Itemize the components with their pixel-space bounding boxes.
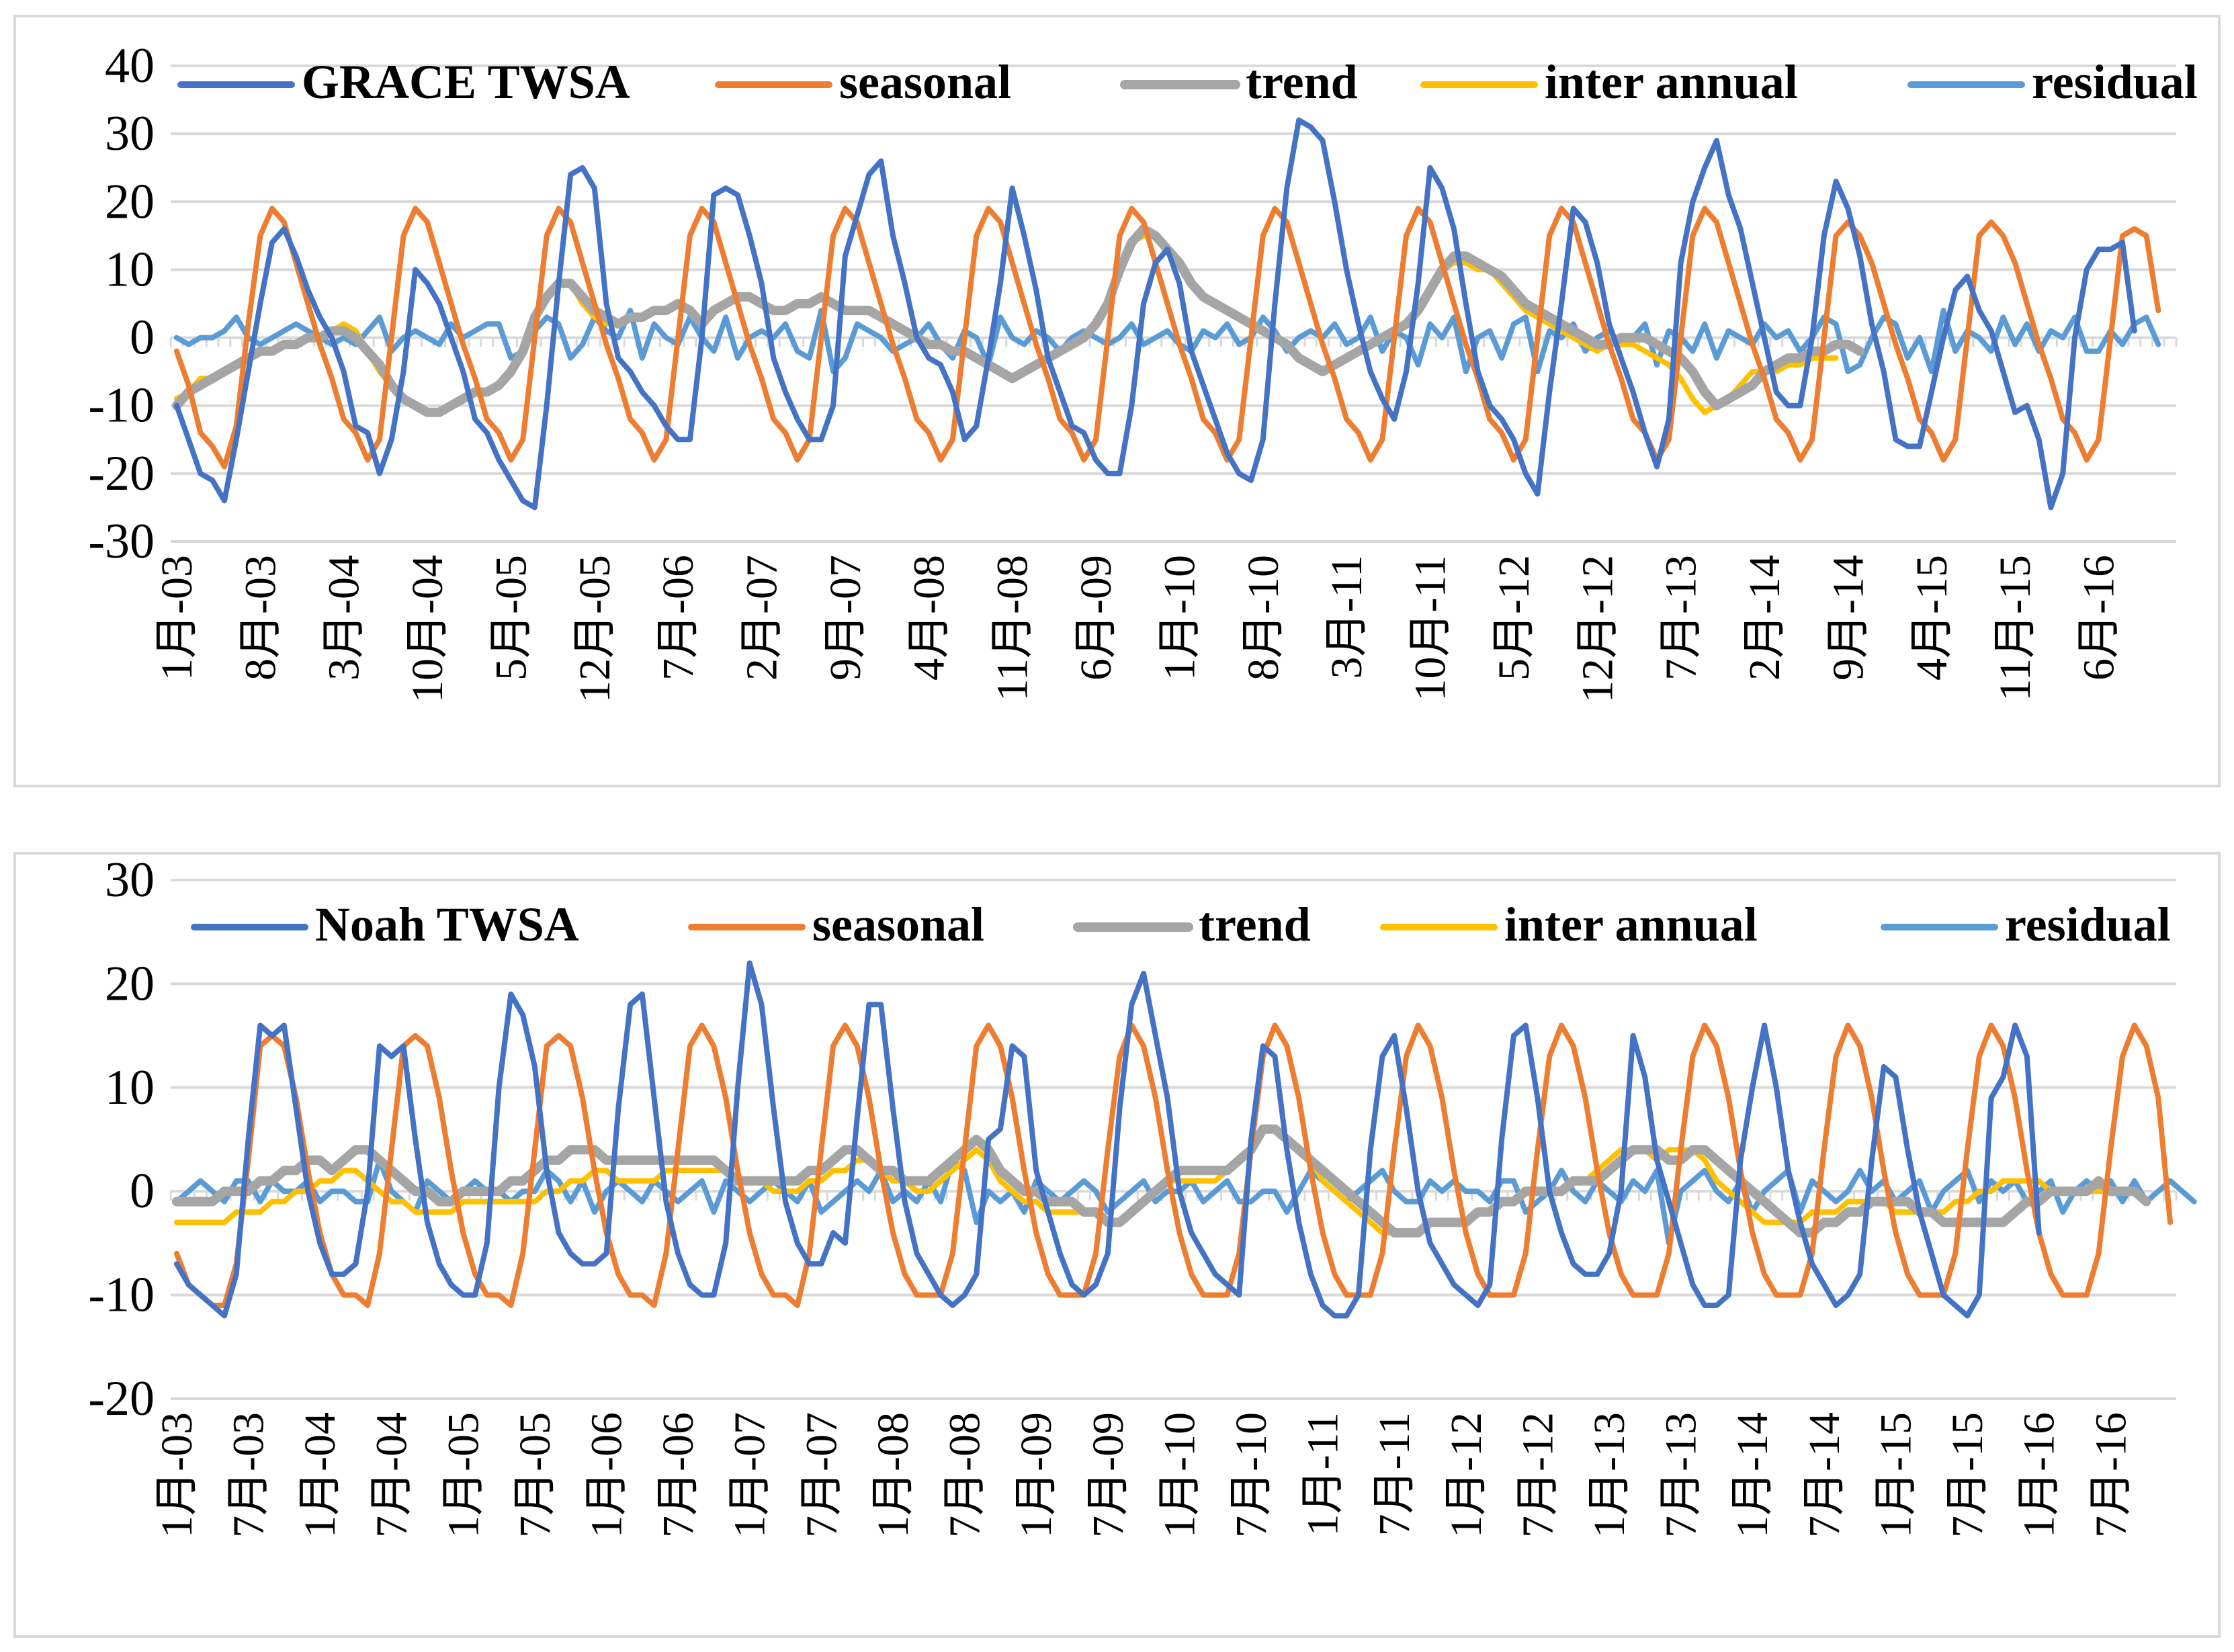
x-tick-label: 1月-11	[1299, 1412, 1348, 1536]
x-tick-label: 7月-09	[1084, 1412, 1133, 1538]
x-tick-label: 7月-12	[1513, 1412, 1562, 1538]
x-tick-label: 3月-11	[1322, 555, 1371, 679]
x-tick-label: 10月-04	[403, 555, 452, 703]
x-tick-label: 7月-06	[654, 1412, 703, 1538]
x-tick-label: 1月-13	[1585, 1412, 1634, 1538]
legend-label-residual: residual	[2032, 55, 2198, 109]
x-tick-label: 8月-03	[236, 555, 285, 681]
y-tick-label: -10	[88, 1268, 155, 1323]
x-tick-label: 1月-14	[1728, 1412, 1777, 1538]
x-tick-label: 4月-15	[1907, 555, 1957, 681]
x-tick-label: 1月-05	[439, 1412, 488, 1538]
x-tick-label: 3月-04	[320, 555, 369, 681]
x-tick-label: 1月-03	[153, 555, 202, 681]
y-tick-label: 10	[105, 242, 155, 297]
x-tick-label: 6月-09	[1072, 555, 1121, 681]
y-tick-label: -20	[88, 446, 155, 501]
legend-label-noah-twsa: Noah TWSA	[315, 898, 579, 951]
x-tick-label: 7月-15	[1943, 1412, 1992, 1538]
x-tick-label: 10月-11	[1406, 555, 1455, 701]
x-tick-label: 8月-10	[1239, 555, 1288, 681]
x-tick-label: 1月-06	[583, 1412, 632, 1538]
x-tick-label: 11月-15	[1991, 555, 2040, 701]
series-line-seasonal	[173, 206, 2161, 470]
legend-label-inter-annual: inter annual	[1504, 898, 1758, 951]
legend-label-seasonal: seasonal	[812, 898, 984, 951]
x-tick-label: 1月-10	[1155, 1412, 1204, 1538]
x-tick-label: 1月-12	[1442, 1412, 1491, 1538]
x-tick-label: 7月-10	[1227, 1412, 1276, 1538]
x-tick-label: 1月-15	[1871, 1412, 1920, 1538]
y-tick-label: -30	[88, 514, 155, 569]
legend-label-grace-twsa: GRACE TWSA	[302, 55, 630, 109]
y-tick-label: 30	[105, 106, 155, 161]
y-tick-label: 40	[105, 38, 155, 93]
x-tick-label: 2月-14	[1740, 555, 1789, 681]
x-tick-label: 5月-12	[1490, 555, 1539, 681]
noah-chart-panel: 30 20 10 0 -10 -20 1月-03 7月-03 1月-04 7月-04 1月-05 7月…	[13, 852, 2221, 1638]
x-tick-label: 7月-13	[1657, 555, 1706, 681]
x-tick-label: 11月-08	[988, 555, 1037, 701]
x-tick-label: 7月-05	[511, 1412, 560, 1538]
x-tick-label: 6月-16	[2075, 555, 2124, 681]
y-tick-label: 20	[105, 174, 155, 229]
grace-chart-panel: 40 30 20 10 0 -10 -20 -30 1月-03 8月-03 3月-04 10月-04 5…	[13, 15, 2221, 787]
x-tick-label: 7月-03	[224, 1412, 273, 1538]
y-tick-label: 20	[105, 956, 155, 1011]
x-tick-label: 1月-09	[1012, 1412, 1061, 1538]
x-tick-label: 1月-08	[869, 1412, 918, 1538]
x-tick-label: 7月-07	[797, 1412, 846, 1538]
x-tick-label: 12月-05	[570, 555, 619, 703]
x-tick-label: 1月-04	[296, 1412, 345, 1538]
y-tick-label: 0	[130, 310, 155, 365]
y-tick-label: -10	[88, 378, 155, 433]
legend-label-seasonal: seasonal	[839, 55, 1011, 109]
series-line-noah-twsa	[173, 960, 2042, 1319]
x-tick-label: 9月-07	[821, 555, 870, 681]
x-tick-label: 7月-08	[941, 1412, 990, 1538]
y-tick-label: 0	[130, 1164, 155, 1219]
series-line-trend	[171, 1124, 2151, 1237]
x-tick-label: 7月-16	[2086, 1412, 2135, 1538]
legend-label-residual: residual	[2005, 898, 2171, 951]
y-tick-label: 30	[105, 853, 155, 908]
x-tick-label: 7月-11	[1370, 1412, 1419, 1536]
x-tick-label: 4月-08	[904, 555, 953, 681]
y-tick-label: -20	[88, 1371, 155, 1426]
x-tick-label: 7月-14	[1800, 1412, 1849, 1538]
x-tick-label: 12月-12	[1573, 555, 1622, 703]
x-tick-label: 5月-05	[486, 555, 535, 681]
legend-label-trend: trend	[1246, 55, 1358, 109]
series-line-trend	[171, 224, 1865, 417]
x-tick-label: 1月-07	[726, 1412, 775, 1538]
x-tick-label: 1月-10	[1155, 555, 1204, 681]
series-line-residual	[173, 308, 2161, 375]
legend-label-inter-annual: inter annual	[1545, 55, 1798, 109]
legend-label-trend: trend	[1199, 898, 1311, 951]
x-tick-label: 7月-04	[368, 1412, 417, 1538]
x-tick-label: 7月-13	[1657, 1412, 1706, 1538]
x-tick-label: 1月-16	[2015, 1412, 2064, 1538]
series-line-seasonal	[173, 1023, 2174, 1308]
series-line-grace-twsa	[173, 117, 2137, 511]
x-tick-label: 1月-03	[153, 1412, 202, 1538]
x-tick-label: 9月-14	[1823, 555, 1873, 681]
y-tick-label: 10	[105, 1060, 155, 1115]
x-tick-label: 7月-06	[654, 555, 703, 681]
x-tick-label: 2月-07	[738, 555, 787, 681]
